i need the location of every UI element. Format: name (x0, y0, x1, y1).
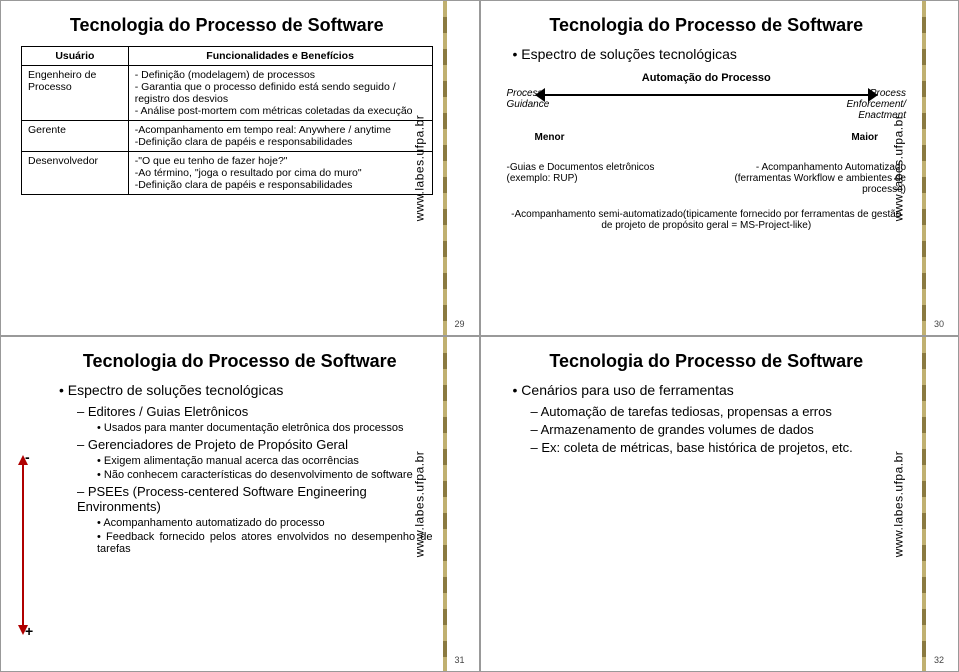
decor-band (922, 1, 926, 335)
table-cell: Gerente (22, 121, 129, 152)
sub2-item: Exigem alimentação manual acerca das oco… (97, 455, 433, 467)
automation-arrow-icon (14, 455, 32, 635)
bullet: Espectro de soluções tecnológicas (59, 382, 433, 398)
slide-title: Tecnologia do Processo de Software (501, 351, 913, 372)
url-label: www.labes.ufpa.br (892, 451, 906, 558)
decor-band (443, 1, 447, 335)
table-cell: Desenvolvedor (22, 152, 129, 195)
sub-item: Editores / Guias Eletrônicos (77, 404, 433, 419)
arrow-bar: Automação do Processo (535, 88, 879, 102)
slide-title: Tecnologia do Processo de Software (21, 15, 433, 36)
slide-32: www.labes.ufpa.br 32 Tecnologia do Proce… (480, 336, 959, 672)
table-cell: -Acompanhamento em tempo real: Anywhere … (128, 121, 432, 152)
th-func: Funcionalidades e Benefícios (128, 47, 432, 66)
arrow-left-icon (535, 88, 545, 102)
url-label: www.labes.ufpa.br (412, 115, 426, 222)
slide-title: Tecnologia do Processo de Software (47, 351, 433, 372)
page-number: 31 (454, 655, 464, 665)
bottom-line: -Acompanhamento semi-automatizado(tipica… (507, 209, 907, 231)
arrow-right-icon (868, 88, 878, 102)
slide-title: Tecnologia do Processo de Software (501, 15, 913, 36)
sub-item: Automação de tarefas tediosas, propensas… (531, 404, 913, 419)
sub2-item: Feedback fornecido pelos atores envolvid… (97, 531, 433, 555)
maior-label: Maior (851, 132, 878, 143)
table-cell: - Definição (modelagem) de processos - G… (128, 66, 432, 121)
sub2-item: Não conhecem características do desenvol… (97, 469, 433, 481)
right-box: - Acompanhamento Automatizado (ferrament… (714, 162, 906, 195)
slide-29: www.labes.ufpa.br 29 Tecnologia do Proce… (0, 0, 480, 336)
spectrum-diagram: Process Guidance Process Enforcement/ En… (507, 88, 907, 231)
slide-31: www.labes.ufpa.br 31 - + automação Tecno… (0, 336, 480, 672)
sub2-item: Usados para manter documentação eletrôni… (97, 422, 433, 434)
table-cell: Engenheiro de Processo (22, 66, 129, 121)
slide-30: www.labes.ufpa.br 30 Tecnologia do Proce… (480, 0, 959, 336)
sub-item: PSEEs (Process-centered Software Enginee… (77, 484, 433, 514)
page-number: 32 (934, 655, 944, 665)
bullet: Cenários para uso de ferramentas (513, 382, 913, 398)
decor-band (922, 337, 926, 671)
th-user: Usuário (22, 47, 129, 66)
decor-band (443, 337, 447, 671)
page-number: 29 (454, 319, 464, 329)
sub2-item: Acompanhamento automatizado do processo (97, 517, 433, 529)
page-number: 30 (934, 319, 944, 329)
user-func-table: Usuário Funcionalidades e Benefícios Eng… (21, 46, 433, 195)
url-label: www.labes.ufpa.br (412, 451, 426, 558)
left-box: -Guias e Documentos eletrônicos (exemplo… (507, 162, 699, 195)
table-cell: -"O que eu tenho de fazer hoje?" -Ao tér… (128, 152, 432, 195)
sub-item: Ex: coleta de métricas, base histórica d… (531, 440, 913, 455)
sub-item: Gerenciadores de Projeto de Propósito Ge… (77, 437, 433, 452)
arrow-label: Automação do Processo (535, 72, 879, 84)
menor-label: Menor (535, 132, 565, 143)
bullet: Espectro de soluções tecnológicas (513, 46, 913, 62)
sub-item: Armazenamento de grandes volumes de dado… (531, 422, 913, 437)
